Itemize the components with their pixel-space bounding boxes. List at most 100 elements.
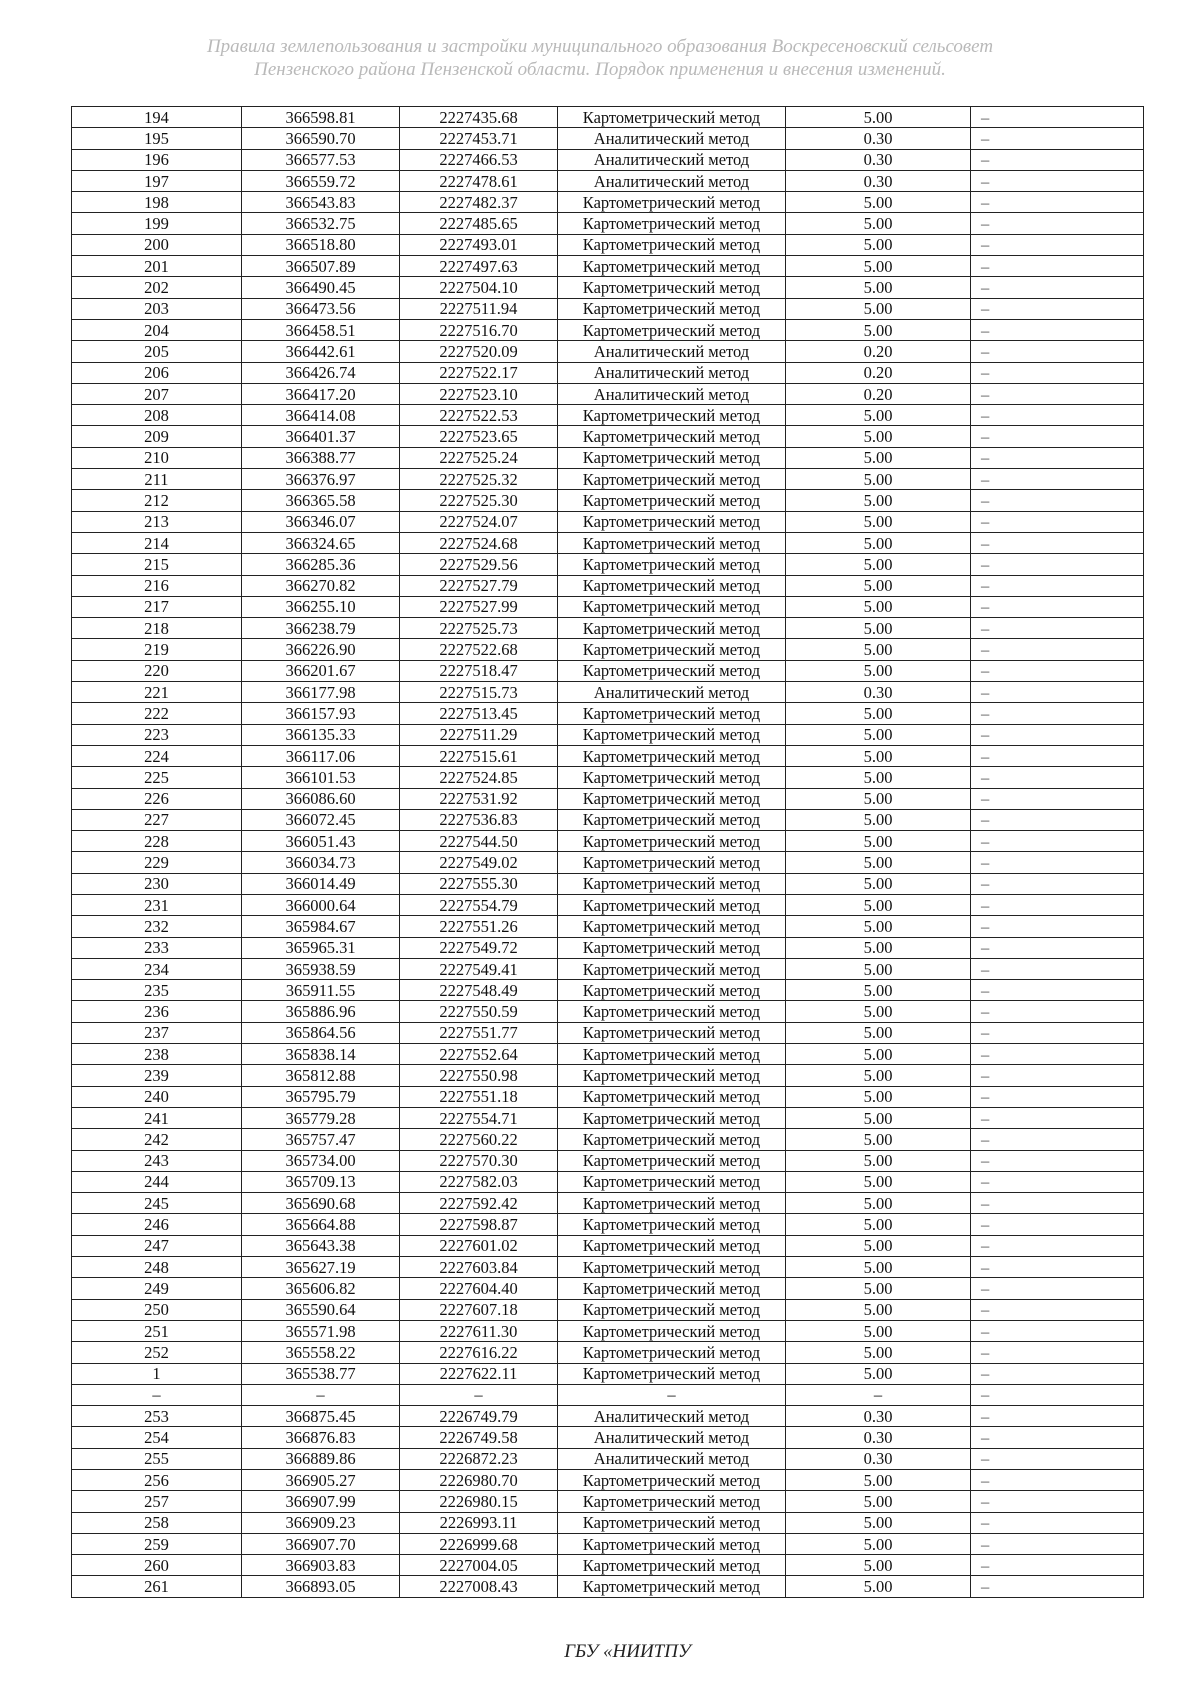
x-coordinate-cell: 365779.28 bbox=[241, 1106, 400, 1130]
point-number-cell: 256 bbox=[71, 1468, 242, 1492]
y-coordinate-cell: 2226749.58 bbox=[399, 1426, 558, 1449]
table-row: 231 366000.64 2227554.79 Картометрический м… bbox=[71, 893, 1144, 917]
method-cell: Картометрический метод bbox=[557, 1362, 786, 1385]
table-row: 240 365795.79 2227551.18 Картометрический м… bbox=[71, 1085, 1144, 1108]
x-coordinate-cell: 366518.80 bbox=[241, 233, 400, 257]
y-coordinate-cell: 2227004.05 bbox=[399, 1554, 558, 1577]
method-cell: Картометрический метод bbox=[557, 1064, 786, 1087]
method-cell: Картометрический метод bbox=[557, 1021, 786, 1045]
note-cell: – bbox=[970, 702, 1144, 725]
note-cell: – bbox=[970, 638, 1144, 661]
y-coordinate-cell: 2227525.73 bbox=[399, 617, 558, 640]
y-coordinate-cell: 2227453.71 bbox=[399, 127, 558, 150]
precision-cell: 0.20 bbox=[785, 361, 971, 384]
precision-cell: 5.00 bbox=[785, 723, 971, 746]
x-coordinate-cell: – bbox=[241, 1383, 400, 1407]
method-cell: Аналитический метод bbox=[557, 340, 786, 363]
precision-cell: 5.00 bbox=[785, 425, 971, 448]
table-row: 247 365643.38 2227601.02 Картометрический м… bbox=[71, 1234, 1144, 1258]
precision-cell: 0.30 bbox=[785, 1405, 971, 1428]
point-number-cell: 200 bbox=[71, 233, 242, 257]
x-coordinate-cell: 366442.61 bbox=[241, 340, 400, 363]
point-number-cell: 261 bbox=[71, 1575, 242, 1598]
note-cell: – bbox=[970, 510, 1144, 533]
point-number-cell: 239 bbox=[71, 1064, 242, 1087]
note-cell: – bbox=[970, 681, 1144, 704]
y-coordinate-cell: 2227611.30 bbox=[399, 1319, 558, 1343]
method-cell: Картометрический метод bbox=[557, 617, 786, 640]
y-coordinate-cell: 2227511.29 bbox=[399, 723, 558, 746]
y-coordinate-cell: 2227518.47 bbox=[399, 659, 558, 683]
method-cell: Картометрический метод bbox=[557, 1043, 786, 1066]
table-row: 206 366426.74 2227522.17 Аналитический мето… bbox=[71, 361, 1144, 384]
y-coordinate-cell: 2227482.37 bbox=[399, 191, 558, 214]
point-number-cell: 197 bbox=[71, 169, 242, 193]
precision-cell: 5.00 bbox=[785, 1575, 971, 1598]
method-cell: Картометрический метод bbox=[557, 1490, 786, 1513]
x-coordinate-cell: 366101.53 bbox=[241, 766, 400, 789]
method-cell: Картометрический метод bbox=[557, 1000, 786, 1023]
point-number-cell: 194 bbox=[71, 105, 242, 129]
y-coordinate-cell: 2227551.18 bbox=[399, 1085, 558, 1108]
table-row: 222 366157.93 2227513.45 Картометрический м… bbox=[71, 702, 1144, 725]
point-number-cell: 255 bbox=[71, 1447, 242, 1471]
note-cell: – bbox=[970, 1256, 1144, 1279]
table-row: 196 366577.53 2227466.53 Аналитический мето… bbox=[71, 148, 1144, 171]
y-coordinate-cell: 2227551.26 bbox=[399, 915, 558, 938]
note-cell: – bbox=[970, 766, 1144, 789]
x-coordinate-cell: 366905.27 bbox=[241, 1468, 400, 1492]
method-cell: Картометрический метод bbox=[557, 1277, 786, 1300]
y-coordinate-cell: 2227522.68 bbox=[399, 638, 558, 661]
x-coordinate-cell: 366000.64 bbox=[241, 893, 400, 917]
y-coordinate-cell: 2226872.23 bbox=[399, 1447, 558, 1471]
x-coordinate-cell: 366365.58 bbox=[241, 489, 400, 512]
point-number-cell: 215 bbox=[71, 553, 242, 576]
table-row: 1 365538.77 2227622.11 Картометрический мет… bbox=[71, 1362, 1144, 1385]
y-coordinate-cell: 2227511.94 bbox=[399, 297, 558, 320]
precision-cell: 5.00 bbox=[785, 446, 971, 470]
x-coordinate-cell: 366559.72 bbox=[241, 169, 400, 193]
note-cell: – bbox=[970, 1149, 1144, 1172]
precision-cell: 5.00 bbox=[785, 553, 971, 576]
x-coordinate-cell: 365734.00 bbox=[241, 1149, 400, 1172]
table-row: 209 366401.37 2227523.65 Картометрический м… bbox=[71, 425, 1144, 448]
method-cell: Картометрический метод bbox=[557, 1298, 786, 1321]
method-cell: Аналитический метод bbox=[557, 1447, 786, 1471]
point-number-cell: 196 bbox=[71, 148, 242, 171]
table-row: 257 366907.99 2226980.15 Картометрический м… bbox=[71, 1490, 1144, 1513]
point-number-cell: 216 bbox=[71, 574, 242, 597]
note-cell: – bbox=[970, 659, 1144, 683]
note-cell: – bbox=[970, 872, 1144, 895]
note-cell: – bbox=[970, 446, 1144, 470]
y-coordinate-cell: 2227515.73 bbox=[399, 681, 558, 704]
precision-cell: 5.00 bbox=[785, 255, 971, 278]
x-coordinate-cell: 366876.83 bbox=[241, 1426, 400, 1449]
precision-cell: 5.00 bbox=[785, 1000, 971, 1023]
method-cell: Картометрический метод bbox=[557, 936, 786, 959]
table-row: 252 365558.22 2227616.22 Картометрический м… bbox=[71, 1341, 1144, 1364]
precision-cell: 0.30 bbox=[785, 1447, 971, 1471]
x-coordinate-cell: 365558.22 bbox=[241, 1341, 400, 1364]
precision-cell: 5.00 bbox=[785, 936, 971, 959]
method-cell: Картометрический метод bbox=[557, 1192, 786, 1215]
method-cell: Картометрический метод bbox=[557, 744, 786, 768]
point-number-cell: 247 bbox=[71, 1234, 242, 1258]
note-cell: – bbox=[970, 531, 1144, 555]
precision-cell: 5.00 bbox=[785, 233, 971, 257]
y-coordinate-cell: 2227520.09 bbox=[399, 340, 558, 363]
precision-cell: 5.00 bbox=[785, 1468, 971, 1492]
y-coordinate-cell: 2227524.07 bbox=[399, 510, 558, 533]
table-row: 248 365627.19 2227603.84 Картометрический м… bbox=[71, 1256, 1144, 1279]
precision-cell: 5.00 bbox=[785, 1192, 971, 1215]
y-coordinate-cell: 2227601.02 bbox=[399, 1234, 558, 1258]
table-row: 238 365838.14 2227552.64 Картометрический м… bbox=[71, 1043, 1144, 1066]
point-number-cell: 224 bbox=[71, 744, 242, 768]
x-coordinate-cell: 366376.97 bbox=[241, 468, 400, 491]
precision-cell: 5.00 bbox=[785, 702, 971, 725]
note-cell: – bbox=[970, 1383, 1144, 1407]
note-cell: – bbox=[970, 1213, 1144, 1236]
x-coordinate-cell: 366414.08 bbox=[241, 404, 400, 427]
point-number-cell: 201 bbox=[71, 255, 242, 278]
point-number-cell: 251 bbox=[71, 1319, 242, 1343]
precision-cell: 0.30 bbox=[785, 169, 971, 193]
